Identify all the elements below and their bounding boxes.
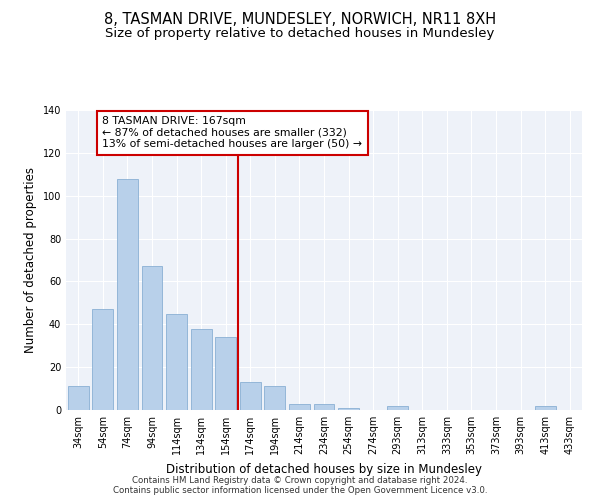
Bar <box>265 386 286 410</box>
X-axis label: Distribution of detached houses by size in Mundesley: Distribution of detached houses by size … <box>166 462 482 475</box>
Bar <box>314 404 334 410</box>
Text: Size of property relative to detached houses in Mundesley: Size of property relative to detached ho… <box>106 28 494 40</box>
Text: 8, TASMAN DRIVE, MUNDESLEY, NORWICH, NR11 8XH: 8, TASMAN DRIVE, MUNDESLEY, NORWICH, NR1… <box>104 12 496 28</box>
Bar <box>338 408 359 410</box>
Bar <box>535 406 556 410</box>
Bar <box>387 406 408 410</box>
Bar <box>68 386 89 410</box>
Bar <box>142 266 163 410</box>
Bar <box>215 337 236 410</box>
Text: 8 TASMAN DRIVE: 167sqm
← 87% of detached houses are smaller (332)
13% of semi-de: 8 TASMAN DRIVE: 167sqm ← 87% of detached… <box>102 116 362 149</box>
Text: Contains public sector information licensed under the Open Government Licence v3: Contains public sector information licen… <box>113 486 487 495</box>
Text: Contains HM Land Registry data © Crown copyright and database right 2024.: Contains HM Land Registry data © Crown c… <box>132 476 468 485</box>
Bar <box>240 382 261 410</box>
Bar <box>117 178 138 410</box>
Bar <box>191 328 212 410</box>
Y-axis label: Number of detached properties: Number of detached properties <box>24 167 37 353</box>
Bar <box>92 310 113 410</box>
Bar <box>166 314 187 410</box>
Bar <box>289 404 310 410</box>
